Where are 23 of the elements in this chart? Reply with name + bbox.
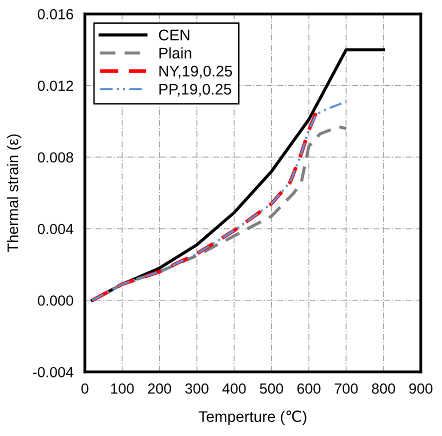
y-tick-label: 0.008	[38, 152, 74, 163]
x-tick-label: 100	[111, 383, 134, 394]
y-axis-title: Thermal strain (ε)	[7, 134, 22, 252]
x-axis-title: Temperture (℃)	[198, 410, 306, 426]
x-tick-label: 400	[222, 383, 246, 394]
x-tick-label: 800	[372, 383, 396, 394]
line-series	[90, 110, 318, 302]
x-tick-label: 300	[185, 383, 208, 394]
x-tick-label: 900	[409, 383, 432, 394]
x-tick-label: 500	[260, 383, 284, 394]
x-tick-label: 0	[81, 383, 88, 394]
legend-label: CEN	[158, 30, 190, 40]
x-tick-label: 600	[297, 383, 320, 394]
x-tick-label: 200	[148, 383, 172, 394]
y-tick-label: 0.004	[38, 224, 74, 234]
y-tick-label: -0.004	[33, 367, 74, 378]
x-tick-label: 700	[334, 383, 358, 394]
y-tick-label: 0.012	[38, 80, 74, 91]
legend-label: PP,19,0.25	[159, 84, 232, 96]
y-tick-label: 0.016	[38, 9, 74, 20]
y-tick-label: 0.000	[38, 295, 74, 306]
legend-label: Plain	[159, 47, 192, 59]
legend-label: NY,19,0.25	[159, 66, 232, 78]
